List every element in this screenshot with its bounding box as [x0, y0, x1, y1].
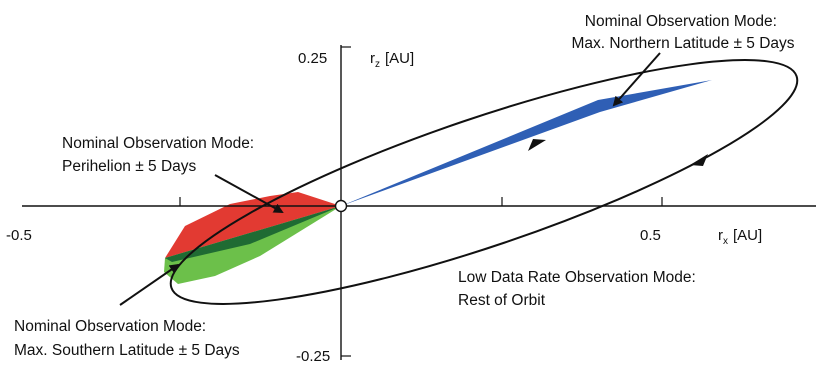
- z-axis-label-main: r: [370, 50, 375, 67]
- z-tick-label-bottom: -0.25: [296, 348, 330, 365]
- perihelion-segment: [165, 192, 341, 258]
- sun-marker: [334, 199, 348, 213]
- northern-annotation-line-2: Max. Northern Latitude ± 5 Days: [571, 35, 794, 52]
- x-tick-label-minus-half: -0.5: [6, 227, 32, 244]
- x-axis-label-subscript: x: [723, 236, 728, 247]
- z-axis-label-unit: [AU]: [385, 50, 414, 67]
- northern-annotation: Nominal Observation Mode: Max. Northern …: [571, 13, 794, 52]
- perihelion-annotation-line-1: Nominal Observation Mode:: [62, 135, 254, 152]
- perihelion-annotation: Nominal Observation Mode: Perihelion ± 5…: [62, 135, 258, 175]
- z-axis-label-subscript: z: [375, 59, 380, 70]
- x-tick-label-half: 0.5: [640, 227, 661, 244]
- perihelion-annotation-line-2: Perihelion ± 5 Days: [62, 158, 197, 175]
- z-tick-label-top: 0.25: [298, 50, 327, 67]
- low-data-rate-annotation-line-1: Low Data Rate Observation Mode:: [458, 269, 696, 286]
- southern-latitude-segment-dark-band: [165, 206, 341, 262]
- southern-annotation-line-2: Max. Southern Latitude ± 5 Days: [14, 342, 240, 359]
- z-axis-label: rz [AU]: [370, 50, 414, 70]
- x-axis-label-main: r: [718, 227, 723, 244]
- orbit-ellipse: [169, 59, 799, 305]
- x-axis-label: rx [AU]: [718, 227, 762, 247]
- perihelion-annotation-arrow: [214, 174, 284, 213]
- northern-annotation-line-1: Nominal Observation Mode:: [585, 13, 777, 30]
- southern-latitude-segment: [164, 206, 341, 284]
- orbit-direction-arrow-lower: [690, 154, 708, 166]
- southern-annotation-arrow: [119, 263, 180, 306]
- southern-annotation: Nominal Observation Mode: Max. Southern …: [14, 318, 240, 359]
- orbit-direction-arrow-upper: [528, 139, 546, 151]
- northern-latitude-segment: [341, 80, 712, 206]
- low-data-rate-annotation: Low Data Rate Observation Mode: Rest of …: [458, 269, 700, 309]
- northern-annotation-arrow: [612, 52, 661, 107]
- southern-annotation-line-1: Nominal Observation Mode:: [14, 318, 206, 335]
- x-axis-label-unit: [AU]: [733, 227, 762, 244]
- low-data-rate-annotation-line-2: Rest of Orbit: [458, 292, 546, 309]
